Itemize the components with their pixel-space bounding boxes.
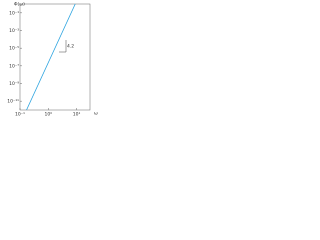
y-tick-label: 10⁻¹	[9, 10, 19, 16]
y-tick-label: 10⁻⁵	[9, 46, 19, 52]
y-tick-label: 10⁻⁷	[9, 63, 19, 69]
annotation: 4.2	[67, 44, 74, 50]
chart: Φ(ω) ω 4.2 10⁻¹ 10⁻³ 10⁻⁵ 10⁻⁷ 10⁻⁹ 10⁻¹¹ 10⁻¹…	[7, 2, 98, 118]
y-tick-label: 10⁻¹¹	[7, 99, 19, 105]
slope-triangle	[59, 40, 67, 53]
data-line	[26, 3, 76, 111]
y-axis-label: Φ(ω)	[14, 2, 25, 8]
x-tick-label: 10¹	[73, 112, 81, 118]
x-axis-label: ω	[94, 112, 98, 117]
plot-frame	[19, 3, 91, 111]
y-tick-label: 10⁻⁹	[9, 81, 19, 87]
y-tick-label: 10⁻³	[9, 28, 19, 34]
x-tick-label: 10⁻¹	[15, 112, 25, 118]
x-tick-label: 10⁰	[44, 112, 52, 118]
